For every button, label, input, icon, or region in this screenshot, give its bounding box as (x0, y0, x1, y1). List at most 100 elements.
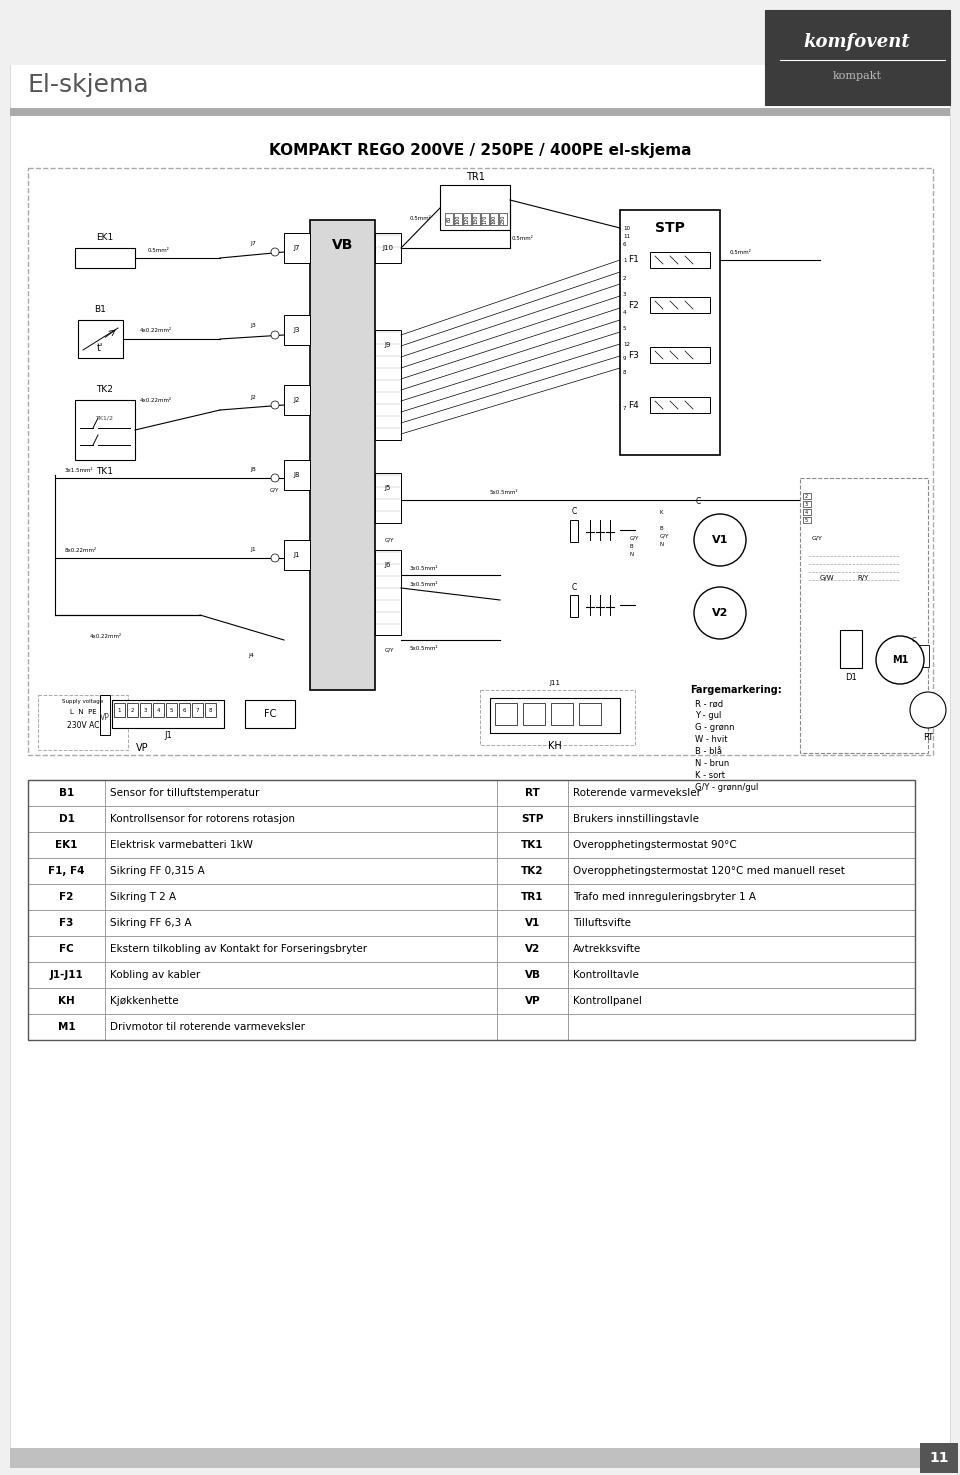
Bar (472, 212, 480, 226)
Bar (28, 780, 915, 1040)
Text: L  N  PE: L N PE (70, 709, 96, 715)
Bar (463, 212, 471, 226)
Bar (105, 884, 497, 910)
Bar (803, 493, 811, 499)
Bar (38, 695, 128, 749)
Bar (490, 212, 498, 226)
Bar (914, 645, 929, 667)
Bar (568, 884, 915, 910)
Text: G - grønn: G - grønn (695, 724, 734, 733)
Text: 7: 7 (195, 708, 199, 712)
Bar (523, 704, 545, 726)
Bar (920, 1443, 958, 1474)
Circle shape (271, 473, 279, 482)
Text: D1: D1 (59, 814, 75, 825)
Text: F1, F4: F1, F4 (48, 866, 84, 876)
Text: J3: J3 (250, 323, 256, 329)
Bar (800, 478, 928, 754)
Bar (497, 988, 568, 1013)
Text: J5: J5 (385, 485, 391, 491)
Text: VB: VB (524, 971, 540, 979)
Text: KH: KH (548, 740, 562, 751)
Bar (28, 168, 933, 755)
Text: F2: F2 (628, 301, 638, 310)
Text: 1: 1 (117, 708, 121, 712)
Bar (375, 473, 401, 524)
Bar (803, 518, 811, 524)
Text: J7: J7 (294, 245, 300, 251)
Bar (10, 1448, 950, 1468)
Bar (803, 502, 811, 507)
Bar (166, 704, 177, 717)
Text: M1: M1 (58, 1022, 75, 1032)
Bar (105, 910, 497, 937)
Text: B: B (660, 525, 663, 531)
Bar (105, 805, 497, 832)
Text: VB: VB (332, 237, 353, 252)
Text: 11: 11 (623, 233, 630, 239)
Text: C: C (912, 637, 917, 643)
Text: Elektrisk varmebatteri 1kW: Elektrisk varmebatteri 1kW (110, 839, 252, 850)
Bar (497, 884, 568, 910)
Text: J10: J10 (382, 245, 394, 251)
Bar (765, 10, 950, 105)
Text: KH: KH (59, 996, 75, 1006)
Bar (840, 630, 862, 668)
Text: TK1: TK1 (521, 839, 543, 850)
Bar (28, 780, 105, 805)
Bar (10, 10, 950, 65)
Bar (310, 220, 375, 690)
Text: 5x0.5mm²: 5x0.5mm² (490, 490, 518, 494)
Text: Sikring FF 6,3 A: Sikring FF 6,3 A (110, 917, 192, 928)
Text: N - brun: N - brun (695, 760, 730, 768)
Bar (153, 704, 164, 717)
Bar (75, 400, 135, 460)
Text: TR1: TR1 (521, 892, 543, 903)
Text: STP: STP (521, 814, 543, 825)
Text: EK1: EK1 (96, 233, 113, 242)
Text: 80: 80 (446, 215, 451, 223)
Text: 150: 150 (473, 214, 478, 224)
Text: Kontrollpanel: Kontrollpanel (573, 996, 642, 1006)
Text: 12: 12 (623, 342, 630, 348)
Text: Drivmotor til roterende varmeveksler: Drivmotor til roterende varmeveksler (110, 1022, 305, 1032)
Bar (205, 704, 216, 717)
Bar (480, 690, 635, 745)
Bar (490, 698, 620, 733)
Bar (375, 233, 401, 263)
Text: RT: RT (923, 733, 933, 742)
Text: J1: J1 (164, 730, 172, 739)
Text: 100: 100 (455, 214, 461, 224)
Text: RT: RT (525, 788, 540, 798)
Text: Roterende varmeveksler: Roterende varmeveksler (573, 788, 701, 798)
Text: 3: 3 (623, 292, 627, 298)
Text: 8: 8 (208, 708, 212, 712)
Text: 2: 2 (623, 276, 627, 280)
Bar (650, 252, 710, 268)
Bar (192, 704, 203, 717)
Text: G/Y: G/Y (812, 535, 823, 540)
Circle shape (271, 555, 279, 562)
Bar (284, 540, 310, 569)
Circle shape (910, 692, 946, 729)
Text: 3: 3 (805, 502, 808, 506)
Text: 6: 6 (182, 708, 185, 712)
Bar (105, 988, 497, 1013)
Text: R - rød: R - rød (695, 699, 723, 708)
Text: TR1: TR1 (466, 173, 485, 181)
Text: t': t' (97, 344, 103, 353)
Bar (375, 550, 401, 636)
Text: Sikring FF 0,315 A: Sikring FF 0,315 A (110, 866, 204, 876)
Bar (568, 910, 915, 937)
Text: 4x0.22mm²: 4x0.22mm² (140, 327, 172, 332)
Text: F4: F4 (628, 401, 638, 410)
Text: F3: F3 (60, 917, 74, 928)
Bar (454, 212, 462, 226)
Bar (105, 937, 497, 962)
Bar (105, 780, 497, 805)
Bar (284, 316, 310, 345)
Text: J9: J9 (385, 342, 392, 348)
Text: V1: V1 (525, 917, 540, 928)
Text: Overopphetingstermostat 120°C med manuell reset: Overopphetingstermostat 120°C med manuel… (573, 866, 845, 876)
Text: 3x1.5mm²: 3x1.5mm² (65, 468, 94, 472)
